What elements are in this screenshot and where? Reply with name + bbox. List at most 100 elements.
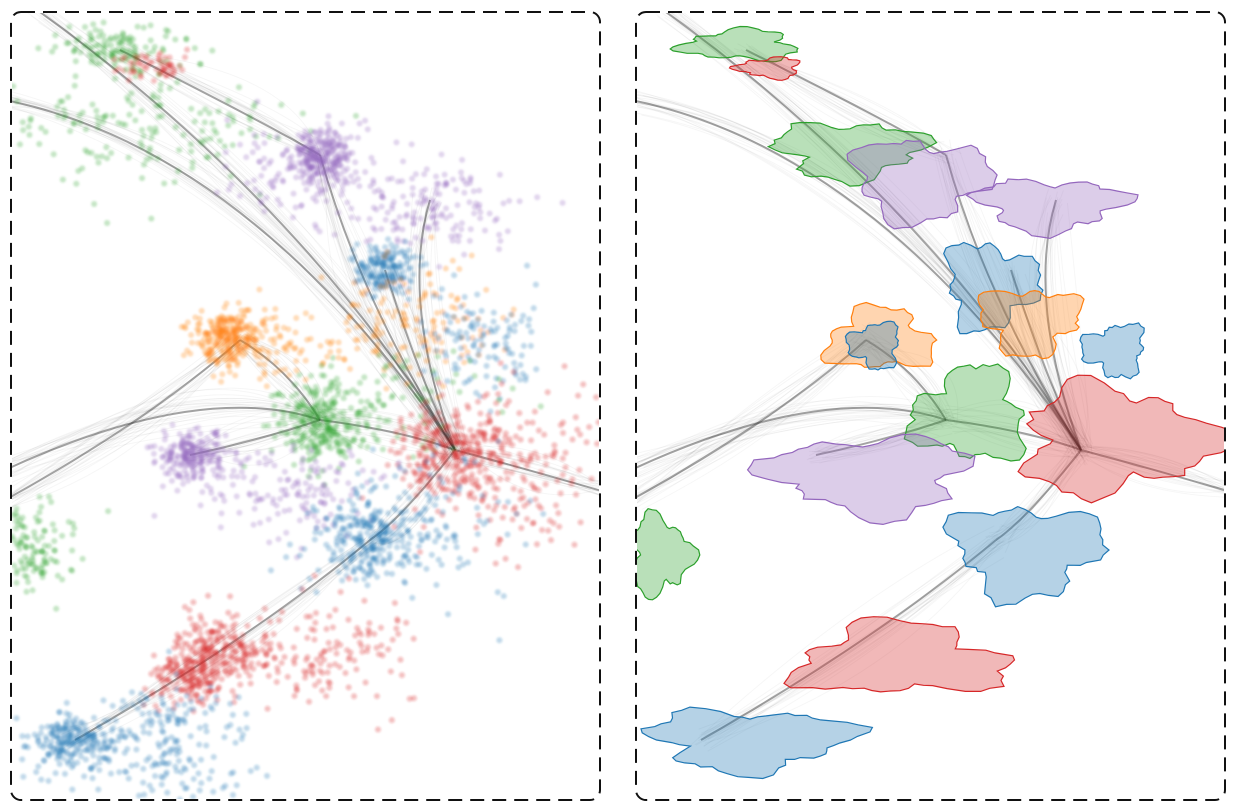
point (400, 158, 407, 165)
point (210, 788, 217, 795)
point (408, 411, 415, 418)
point (482, 466, 489, 473)
point (413, 511, 420, 518)
point (209, 120, 216, 127)
point (326, 662, 333, 669)
point (157, 49, 164, 56)
point (235, 299, 242, 306)
point (527, 342, 534, 349)
point (520, 342, 527, 349)
point (339, 462, 346, 469)
point (345, 514, 352, 521)
point (559, 199, 566, 206)
point (416, 303, 423, 310)
point (323, 436, 330, 443)
point (133, 761, 140, 768)
point (255, 660, 262, 667)
point (474, 291, 481, 298)
edge (43, 15, 455, 450)
point (406, 558, 413, 565)
point (261, 306, 268, 313)
point (51, 547, 58, 554)
point (528, 437, 535, 444)
edge-core (945, 419, 1082, 451)
point (442, 421, 449, 428)
point (190, 664, 197, 671)
point (263, 194, 270, 201)
point (202, 723, 209, 730)
point (338, 498, 345, 505)
point (19, 565, 26, 572)
point (65, 518, 72, 525)
point (235, 84, 242, 91)
point (428, 234, 435, 241)
point (358, 323, 365, 330)
point (227, 700, 234, 707)
point (64, 749, 71, 756)
point (191, 118, 198, 125)
point (64, 758, 71, 765)
point (166, 54, 173, 61)
point (404, 201, 411, 208)
point (147, 22, 154, 29)
point (423, 166, 430, 173)
point (463, 330, 470, 337)
point (244, 643, 251, 650)
point (246, 672, 253, 679)
point (352, 576, 359, 583)
point (323, 541, 330, 548)
point (151, 459, 158, 466)
point (189, 434, 196, 441)
point (197, 430, 204, 437)
point (449, 533, 456, 540)
point (562, 449, 569, 456)
point (25, 561, 32, 568)
point (73, 37, 80, 44)
point (39, 548, 46, 555)
point (275, 536, 282, 543)
point (263, 651, 270, 658)
point (299, 586, 306, 593)
point (366, 307, 373, 314)
point (205, 338, 212, 345)
point (215, 108, 222, 115)
point (459, 424, 466, 431)
point (368, 402, 375, 409)
point (469, 433, 476, 440)
point (39, 570, 46, 577)
point (251, 131, 258, 138)
point (390, 279, 397, 286)
point (539, 526, 546, 533)
point (464, 402, 471, 409)
point (402, 238, 409, 245)
point (56, 761, 63, 768)
point (511, 504, 518, 511)
point (82, 23, 89, 30)
point (142, 66, 149, 73)
point (389, 570, 396, 577)
point (67, 128, 74, 135)
point (251, 140, 258, 147)
point (32, 548, 39, 555)
point (421, 385, 428, 392)
point (429, 206, 436, 213)
point (384, 309, 391, 316)
point (420, 524, 427, 531)
point (79, 555, 86, 562)
point (174, 737, 181, 744)
point (247, 492, 254, 499)
point (103, 144, 110, 151)
point (456, 483, 463, 490)
point (389, 205, 396, 212)
point (232, 372, 239, 379)
point (371, 245, 378, 252)
point (453, 431, 460, 438)
point (384, 462, 391, 469)
point (394, 433, 401, 440)
point (153, 66, 160, 73)
point (481, 323, 488, 330)
point (335, 387, 342, 394)
point (219, 467, 226, 474)
point (111, 36, 118, 43)
point (227, 173, 234, 180)
